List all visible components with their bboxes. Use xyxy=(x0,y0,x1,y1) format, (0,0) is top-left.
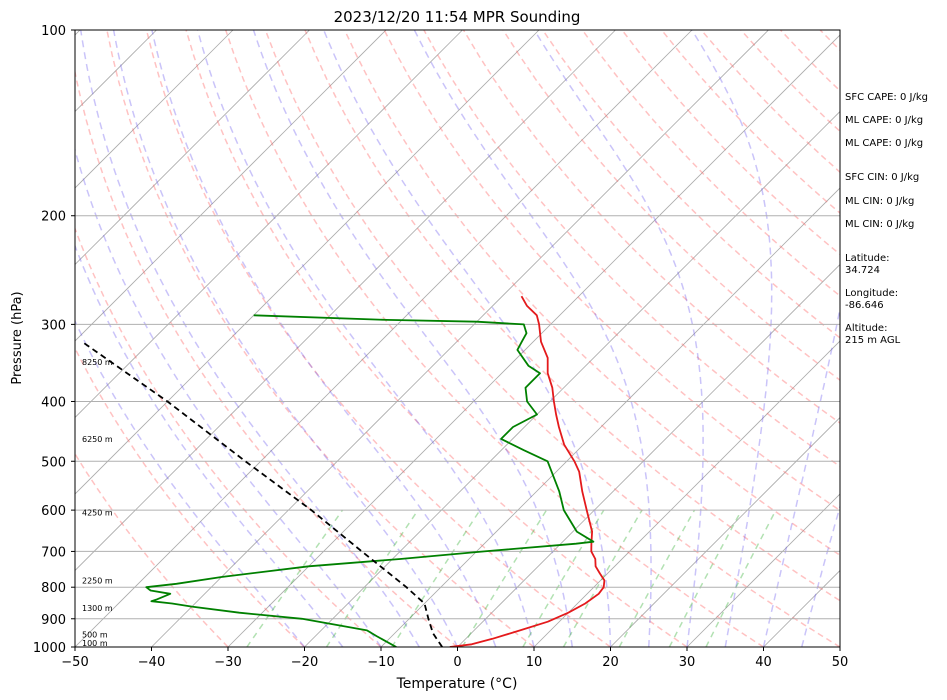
isotherm-line xyxy=(380,187,840,647)
x-tick-label: 30 xyxy=(679,655,696,670)
moist-adiabat-line xyxy=(323,30,612,647)
x-tick-label: −30 xyxy=(214,655,241,670)
y-tick-label: 200 xyxy=(41,210,66,225)
dry-adiabat-line xyxy=(264,30,840,647)
x-axis-label: Temperature (°C) xyxy=(396,676,518,692)
moist-adiabat-line xyxy=(75,243,344,647)
x-tick-label: −50 xyxy=(61,655,88,670)
y-tick-label: 400 xyxy=(41,395,66,410)
isotherm-line xyxy=(227,34,840,647)
isotherm-line xyxy=(75,30,387,342)
sounding-traces xyxy=(81,295,606,647)
moist-adiabat-line xyxy=(75,147,382,647)
dry-adiabat-line xyxy=(423,30,840,468)
side-panel-entry: ML CIN: 0 J/kg xyxy=(845,219,915,230)
x-tick-label: −10 xyxy=(367,655,394,670)
moist-adiabat-line xyxy=(533,30,704,647)
side-panel-entry: Altitude: 215 m AGL xyxy=(845,323,901,346)
side-panel-entry: ML CIN: 0 J/kg xyxy=(845,196,915,207)
isotherm-line xyxy=(75,30,463,419)
isotherm-line xyxy=(75,30,693,647)
mixing-ratio-line xyxy=(705,509,777,647)
isotherm-line xyxy=(151,30,769,647)
dewpoint-trace xyxy=(145,314,595,647)
y-tick-label: 600 xyxy=(41,504,66,519)
dry-adiabat-line xyxy=(343,30,840,557)
isotherm-line xyxy=(304,110,840,647)
dry-adiabat-line xyxy=(145,30,611,647)
isotherm-line xyxy=(610,416,840,647)
moist-adiabat-line xyxy=(691,30,773,647)
moist-adiabat-line xyxy=(151,30,497,647)
moist-adiabat-line xyxy=(413,30,652,647)
isotherm-line xyxy=(686,493,840,647)
height-label: 6250 m xyxy=(82,435,113,444)
mixing-ratio-line xyxy=(246,509,344,647)
y-tick-label: 300 xyxy=(41,318,66,333)
dry-adiabat-line xyxy=(185,30,688,647)
isotherm-line xyxy=(75,30,310,266)
side-panel-entry: SFC CAPE: 0 J/kg xyxy=(845,92,928,103)
dry-adiabat-line xyxy=(224,30,764,647)
dry-adiabat-line xyxy=(304,30,840,602)
side-panel-entry: SFC CIN: 0 J/kg xyxy=(845,172,920,183)
y-tick-label: 900 xyxy=(41,613,66,628)
height-label: 2250 m xyxy=(82,576,113,585)
thermo-background-lines xyxy=(75,30,840,647)
x-tick-label: 40 xyxy=(755,655,772,670)
moist-adiabat-line xyxy=(75,319,306,647)
y-tick-label: 500 xyxy=(41,455,66,470)
x-tick-label: −20 xyxy=(291,655,318,670)
dry-adiabat-line xyxy=(383,30,840,512)
dry-adiabat-line xyxy=(75,346,306,647)
dry-adiabat-line xyxy=(106,30,535,647)
moist-adiabat-line xyxy=(196,30,535,647)
temperature-trace xyxy=(449,295,606,647)
isotherm-line xyxy=(533,340,840,647)
isotherm-line xyxy=(75,30,540,495)
dry-adiabat-line xyxy=(75,226,382,647)
y-tick-label: 100 xyxy=(41,24,66,39)
chart-title: 2023/12/20 11:54 MPR Sounding xyxy=(334,8,581,26)
side-panel-entry: ML CAPE: 0 J/kg xyxy=(845,115,924,126)
height-label: 500 m xyxy=(82,631,108,640)
side-panel-entry: ML CAPE: 0 J/kg xyxy=(845,138,924,149)
moist-adiabat-line xyxy=(252,30,574,647)
moist-adiabat-line xyxy=(112,30,459,647)
y-tick-label: 800 xyxy=(41,581,66,596)
isotherm-line xyxy=(75,30,234,189)
x-axis: −50 −40 −30 −20 −10 0 10 20 30 40 50 xyxy=(61,647,848,670)
dry-adiabat-line xyxy=(75,452,229,647)
isotherm-line xyxy=(75,30,616,572)
y-axis-label: Pressure (hPa) xyxy=(10,291,25,384)
mixing-ratio-line xyxy=(668,509,743,647)
mixing-ratio-line xyxy=(391,509,481,647)
height-label: 100 m xyxy=(82,639,108,648)
height-label: 8250 m xyxy=(82,358,113,367)
x-tick-label: 0 xyxy=(453,655,461,670)
dry-adiabat-line xyxy=(75,68,458,647)
parcel-trace xyxy=(81,340,443,647)
moist-adiabat-line xyxy=(79,30,420,647)
x-tick-label: −40 xyxy=(138,655,165,670)
height-label: 4250 m xyxy=(82,508,113,517)
x-tick-label: 20 xyxy=(602,655,619,670)
side-panel-entry: Longitude: -86.646 xyxy=(845,288,899,311)
y-tick-label: 700 xyxy=(41,545,66,560)
side-panel-entry: Latitude: 34.724 xyxy=(845,253,890,276)
x-tick-label: 10 xyxy=(526,655,543,670)
pressure-gridlines xyxy=(75,29,840,648)
height-label: 1300 m xyxy=(82,604,113,613)
y-tick-label: 1000 xyxy=(33,641,66,656)
y-axis: 1000 900 800 700 600 500 400 300 200 100 xyxy=(33,24,75,656)
x-tick-label: 50 xyxy=(832,655,849,670)
